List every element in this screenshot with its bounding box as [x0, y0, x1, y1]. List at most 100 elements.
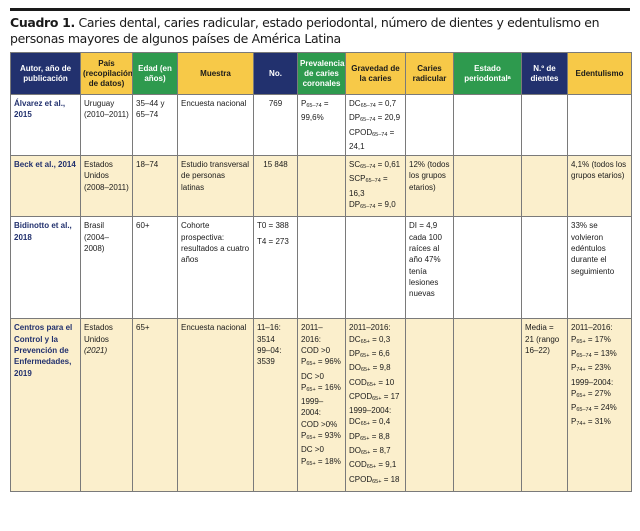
- cell-author: Álvarez et al., 2015: [10, 93, 81, 157]
- list-item: 3539: [257, 357, 275, 367]
- cell-sample: Encuesta nacional: [177, 93, 254, 157]
- cell-root-caries: [405, 318, 454, 492]
- header-prevalence: Prevalencia de caries coronales: [297, 52, 346, 95]
- list-item: 1999–2004:: [301, 397, 324, 418]
- list-item: P65+ = 18%: [301, 456, 341, 467]
- list-item: 1999–2004:: [349, 406, 392, 416]
- list-item: DC >0: [301, 445, 324, 455]
- list-item: COD >0%: [301, 419, 338, 429]
- cell-severity: SC65–74 = 0,61 SCP65–74 = 16,3 DP65–74 = 9…: [345, 155, 406, 218]
- top-rule: [10, 8, 630, 11]
- cell-teeth: [521, 216, 568, 320]
- cell-author: Centros para el Control y la Prevención …: [10, 318, 81, 492]
- header-country: País (recopilación de datos): [80, 52, 133, 95]
- list-item: 1999–2004:: [571, 377, 614, 387]
- list-item: COD >0: [301, 345, 331, 355]
- cell-severity: [345, 216, 406, 320]
- list-item: SC65–74 = 0,61: [349, 160, 401, 171]
- list-item: P65+ = 16%: [301, 382, 341, 393]
- data-table: Autor, año de publicación País (recopila…: [10, 52, 632, 492]
- table-row: Beck et al., 2014 Estados Unidos (2008–2…: [10, 155, 632, 218]
- list-item: Estados Unidos: [84, 323, 113, 344]
- caption-text: Caries dental, caries radicular, estado …: [10, 15, 600, 46]
- list-item: COD65+ = 9,1: [349, 460, 397, 471]
- list-item: DC65–74 = 0,7: [349, 99, 397, 109]
- list-item: DP65–74 = 20,9: [349, 113, 401, 124]
- cell-edentulism: 2011–2016: P65+ = 17% P65–74 = 13% P74+ …: [567, 318, 632, 492]
- cell-sample: Cohorte prospectiva: resultados a cuatro…: [177, 216, 254, 320]
- list-item: CPOD65+ = 17: [349, 391, 400, 402]
- table-row: Álvarez et al., 2015 Uruguay (2010–2011)…: [10, 93, 632, 157]
- list-item: CPOD65–74 = 24,1: [349, 127, 395, 151]
- cell-age: 60+: [132, 216, 178, 320]
- list-item: P74+ = 31%: [571, 417, 611, 428]
- cell-teeth: [521, 155, 568, 218]
- cell-age: 35–44 y 65–74: [132, 93, 178, 157]
- list-item: 2011–2016:: [349, 323, 391, 333]
- cell-number: 11–16: 3514 99–04: 3539: [253, 318, 298, 492]
- list-item: 99–04:: [257, 345, 282, 355]
- header-edentulism: Edentulismo: [567, 52, 632, 95]
- header-age: Edad (en años): [132, 52, 178, 95]
- list-item: P65–74 = 13%: [571, 348, 617, 359]
- cell-sample: Estudio transversal de personas latinas: [177, 155, 254, 218]
- cell-number: 769: [253, 93, 298, 157]
- cell-edentulism: 33% se volvieron edéntulos durante el se…: [567, 216, 632, 320]
- list-item: P65+ = 17%: [571, 334, 611, 345]
- header-severity: Gravedad de la caries: [345, 52, 406, 95]
- cell-prevalence: [297, 155, 346, 218]
- list-item: T0 = 388: [257, 221, 289, 231]
- cell-edentulism: [567, 93, 632, 157]
- cell-severity: 2011–2016: DC65+ = 0,3 DP65+ = 6,6 DO65+…: [345, 318, 406, 492]
- cell-root-caries: 12% (todos los grupos etarios): [405, 155, 454, 218]
- cell-country: Brasil (2004–2008): [80, 216, 133, 320]
- header-row: Autor, año de publicación País (recopila…: [10, 52, 632, 95]
- cell-prevalence: P65–74 = 99,6%: [297, 93, 346, 157]
- list-item: DP65+ = 6,6: [349, 348, 390, 359]
- header-teeth: N.º de dientes: [521, 52, 568, 95]
- cell-root-caries: DI = 4,9 cada 100 raíces al año 47% tení…: [405, 216, 454, 320]
- cell-sample: Encuesta nacional: [177, 318, 254, 492]
- cell-age: 18–74: [132, 155, 178, 218]
- cell-periodontal: [453, 155, 522, 218]
- list-item: (2021): [84, 345, 108, 355]
- table-row: Bidinotto et al., 2018 Brasil (2004–2008…: [10, 216, 632, 320]
- cell-age: 65+: [132, 318, 178, 492]
- cell-author: Bidinotto et al., 2018: [10, 216, 81, 320]
- cell-severity: DC65–74 = 0,7 DP65–74 = 20,9 CPOD65–74 = 2…: [345, 93, 406, 157]
- header-root-caries: Caries radicular: [405, 52, 454, 95]
- list-item: DC65+ = 0,4: [349, 417, 391, 428]
- list-item: DP65–74 = 9,0: [349, 200, 396, 211]
- list-item: DO65+ = 8,7: [349, 446, 391, 457]
- cell-country: Estados Unidos (2021): [80, 318, 133, 492]
- list-item: DO65+ = 9,8: [349, 363, 391, 374]
- list-item: 3514: [257, 334, 275, 344]
- caption-label: Cuadro 1.: [10, 15, 75, 30]
- list-item: SCP65–74 = 16,3: [349, 174, 388, 198]
- cell-prevalence: 2011–2016: COD >0 P65+ = 96% DC >0 P65+ …: [297, 318, 346, 492]
- cell-periodontal: [453, 216, 522, 320]
- table-caption: Cuadro 1. Caries dental, caries radicula…: [10, 15, 630, 47]
- header-sample: Muestra: [177, 52, 254, 95]
- list-item: 2011–2016:: [571, 323, 613, 333]
- cell-country: Estados Unidos (2008–2011): [80, 155, 133, 218]
- list-item: COD65+ = 10: [349, 377, 395, 388]
- list-item: P65–74 = 99,6%: [301, 99, 329, 123]
- cell-edentulism: 4,1% (todos los grupos etarios): [567, 155, 632, 218]
- list-item: 11–16:: [257, 323, 281, 333]
- list-item: P65+ = 27%: [571, 388, 611, 399]
- cell-teeth: [521, 93, 568, 157]
- cell-author: Beck et al., 2014: [10, 155, 81, 218]
- list-item: 2011–2016:: [301, 323, 323, 344]
- header-author: Autor, año de publicación: [10, 52, 81, 95]
- list-item: DC >0: [301, 371, 324, 381]
- list-item: P65+ = 96%: [301, 357, 341, 368]
- list-item: DC65+ = 0,3: [349, 334, 391, 345]
- list-item: DP65+ = 8,8: [349, 431, 390, 442]
- cell-periodontal: [453, 318, 522, 492]
- header-number: No.: [253, 52, 298, 95]
- cell-number: T0 = 388 T4 = 273: [253, 216, 298, 320]
- cell-root-caries: [405, 93, 454, 157]
- cell-prevalence: [297, 216, 346, 320]
